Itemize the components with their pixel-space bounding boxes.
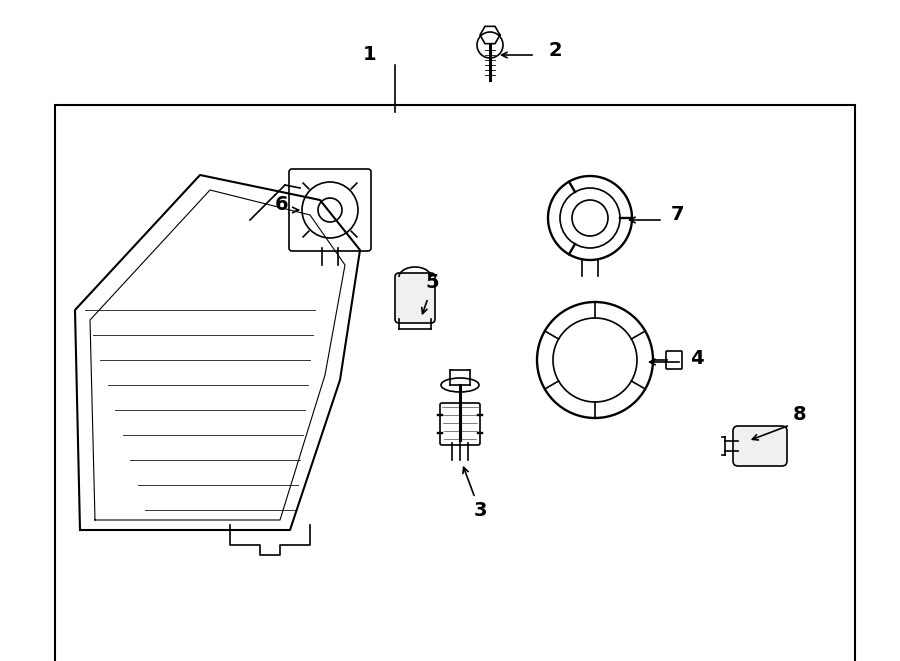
Text: 2: 2: [548, 40, 562, 59]
FancyBboxPatch shape: [733, 426, 787, 466]
Text: 6: 6: [275, 196, 289, 215]
Text: 5: 5: [425, 274, 439, 293]
Text: 8: 8: [793, 405, 806, 424]
Text: 7: 7: [670, 206, 684, 225]
Text: 1: 1: [364, 46, 377, 65]
FancyBboxPatch shape: [395, 273, 435, 323]
Bar: [55, 105, 855, 661]
Text: 3: 3: [473, 500, 487, 520]
Text: 4: 4: [690, 348, 704, 368]
